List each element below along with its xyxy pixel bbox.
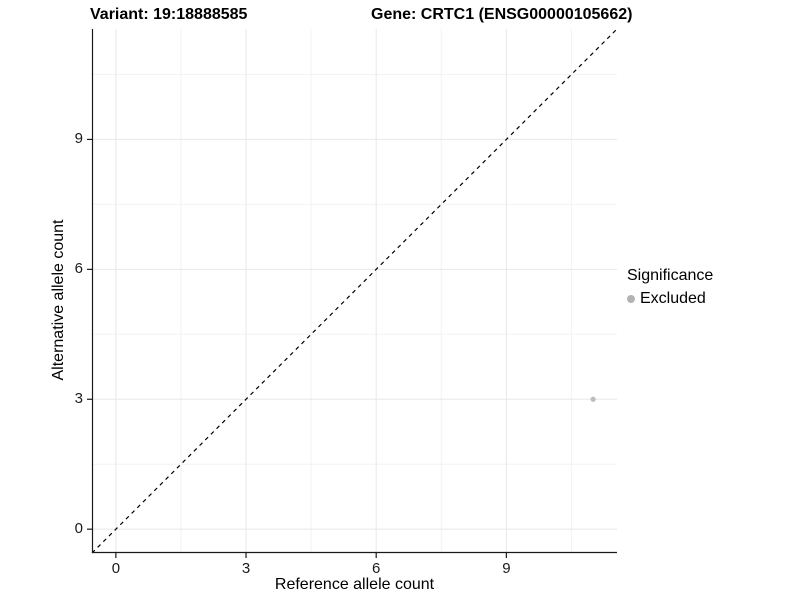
y-tick-label: 6 [74,260,83,278]
y-axis-title: Alternative allele count [50,219,67,381]
plot-canvas [87,28,618,558]
x-tick-label: 6 [372,560,381,577]
gene-title: Gene: CRTC1 (ENSG00000105662) [371,6,633,23]
x-axis-title: Reference allele count [274,576,435,593]
legend-item-label: Excluded [640,290,706,307]
y-tick-label: 0 [74,520,83,538]
legend: Significance Excluded [627,266,713,308]
identity-line [91,28,618,554]
data-point [590,396,596,402]
legend-point-icon [627,294,635,303]
x-tick-label: 3 [241,560,251,577]
legend-item-excluded: Excluded [627,289,713,308]
plot-panel [87,28,618,558]
x-tick-label: 0 [111,560,121,577]
legend-title: Significance [627,267,714,284]
x-tick-label: 9 [502,560,511,577]
y-tick-label: 3 [74,390,83,408]
variant-title: Variant: 19:18888585 [90,6,248,23]
y-tick-label: 9 [74,130,83,148]
